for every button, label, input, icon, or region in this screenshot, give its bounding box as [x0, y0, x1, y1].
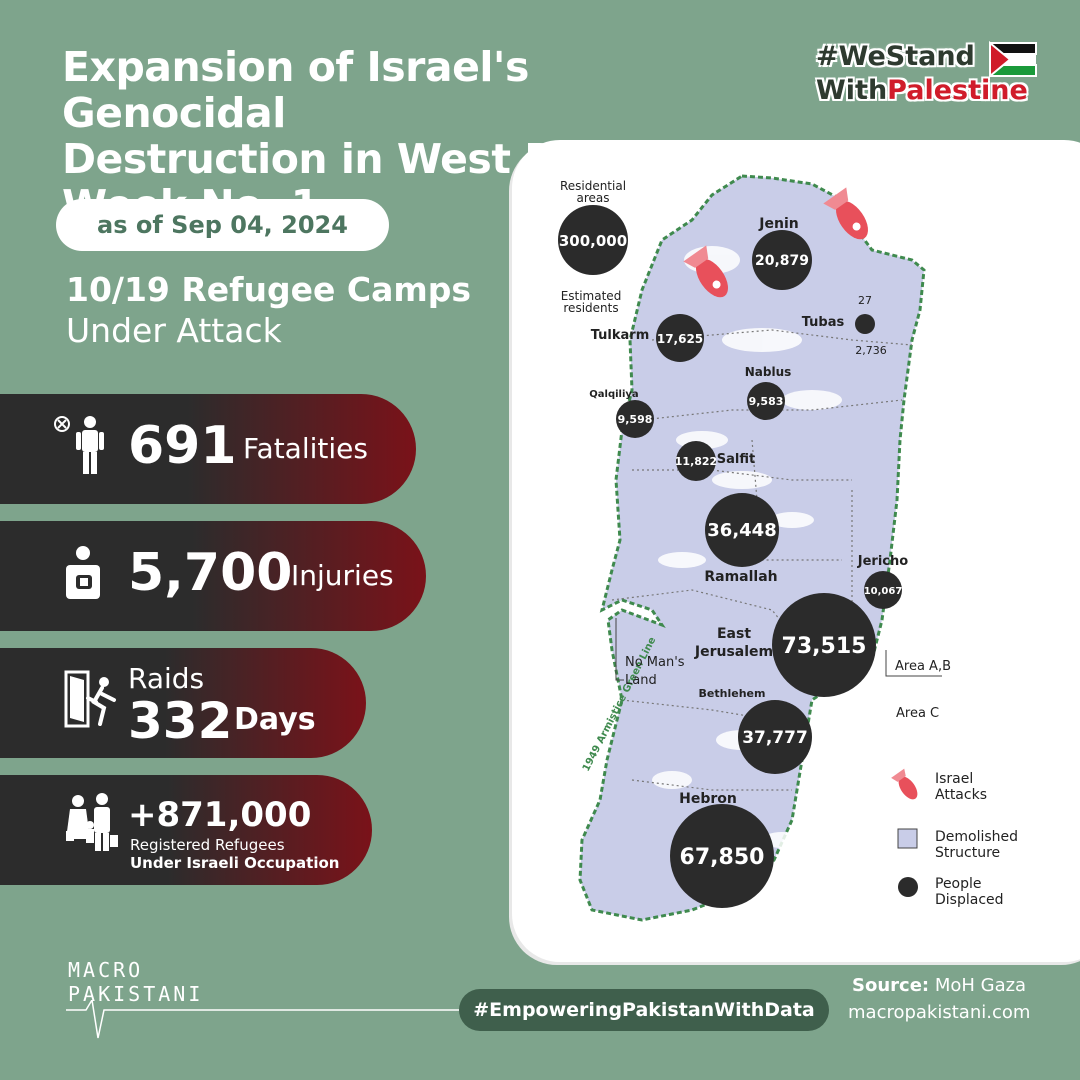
east-jerusalem-circle [772, 593, 876, 697]
fatalities-label: Fatalities [243, 432, 368, 465]
area-ab-label: Area A,B [895, 659, 951, 674]
title-line-1: Expansion of Israel's Genocidal [62, 43, 529, 137]
west-bank-map: 1949 Armistice Green Line Residential ar… [558, 174, 1018, 922]
legend-demolished-2: Structure [935, 845, 1000, 861]
tulkarm-circle [656, 314, 704, 362]
tulkarm-name: Tulkarm [591, 328, 650, 343]
east-jerusalem-value: 73,515 [782, 634, 867, 659]
residential-value: 300,000 [559, 232, 627, 250]
qalqiliya-value: 9,598 [618, 413, 653, 426]
bomb-icon-tulkarm [683, 245, 728, 298]
hashtag-palestine: Palestine [887, 75, 1028, 106]
fatalities-card: 691 Fatalities [0, 394, 416, 504]
injuries-label: Injuries [291, 559, 394, 592]
jenin-name: Jenin [758, 216, 798, 232]
qalqiliya-circle [616, 400, 654, 438]
qalqiliya-name: Qalqiliya [589, 389, 638, 400]
ramallah-value: 36,448 [707, 520, 776, 541]
no-mans-land-2: Land [625, 673, 657, 688]
refugees-card: +871,000 Registered Refugees Under Israe… [0, 775, 372, 885]
raids-card: Raids 332 Days [0, 648, 366, 758]
raids-value: 332 [128, 692, 233, 750]
area-ab-pointer [885, 650, 942, 677]
residential-circle [558, 205, 628, 275]
hashtag-with: With [816, 75, 888, 106]
person-fatality-icon [54, 416, 104, 474]
ramallah-circle [705, 493, 779, 567]
legend-attacks-1: Israel [935, 771, 973, 787]
jericho-name: Jericho [857, 554, 908, 569]
legend-displaced-dot [898, 877, 918, 897]
legend-bomb-icon [891, 768, 918, 800]
jenin-circle [752, 230, 812, 290]
no-mans-land-pointer [615, 618, 624, 681]
tubas-circle [855, 314, 875, 334]
bethlehem-circle [738, 700, 812, 774]
legend-attacks-2: Attacks [935, 787, 987, 803]
residential-label-2: areas [576, 191, 609, 205]
jenin-value: 20,879 [755, 253, 809, 269]
macro-pakistani-logo: MACRO PAKISTANI [68, 958, 203, 1006]
palestine-flag-icon [989, 40, 1037, 79]
hebron-name: Hebron [679, 791, 737, 807]
camps-headline: 10/19 Refugee Camps [66, 270, 472, 309]
refugees-family-icon [66, 793, 118, 851]
residential-label-1: Residential [560, 179, 626, 193]
nablus-value: 9,583 [749, 395, 784, 408]
tubas-name: Tubas [802, 315, 845, 330]
no-mans-land-1: No Man's [625, 655, 685, 670]
salfit-circle [676, 441, 716, 481]
footer-hashtag: #EmpoweringPakistanWithData [459, 989, 829, 1031]
date-pill: as of Sep 04, 2024 [56, 199, 389, 251]
refugees-label-2: Under Israeli Occupation [130, 854, 340, 872]
hashtag-line-1: #WeStand [816, 41, 975, 72]
estimated-label-1: Estimated [561, 289, 622, 303]
estimated-label-2: residents [563, 301, 618, 315]
east-jerusalem-name-2: Jerusalem [694, 644, 773, 660]
jericho-value: 10,067 [864, 586, 903, 597]
refugees-label-1: Registered Refugees [130, 836, 285, 854]
bethlehem-value: 37,777 [742, 728, 808, 748]
area-c-label: Area C [896, 706, 939, 721]
hebron-value: 67,850 [680, 845, 765, 870]
salfit-value: 11,822 [675, 455, 717, 468]
tulkarm-value: 17,625 [657, 332, 703, 346]
nablus-name: Nablus [745, 365, 792, 379]
injuries-card: 5,700 Injuries [0, 521, 426, 631]
tubas-value: 2,736 [855, 344, 887, 357]
logo-line-1: MACRO [68, 958, 144, 982]
refugees-value: +871,000 [128, 795, 312, 835]
bethlehem-name: Bethlehem [699, 687, 766, 700]
injured-person-icon [66, 546, 100, 599]
raids-top-label: Raids [128, 662, 205, 695]
bomb-icon-jenin [823, 187, 868, 240]
raid-door-icon [64, 670, 116, 728]
hebron-circle [670, 804, 774, 908]
site-url: macropakistani.com [848, 1002, 1031, 1023]
source-value: MoH Gaza [929, 975, 1027, 996]
tubas-extra: 27 [858, 294, 872, 307]
source-label: Source: [852, 975, 930, 996]
east-jerusalem-name-1: East [717, 626, 751, 642]
legend-demolished-swatch [897, 828, 918, 849]
legend-displaced-1: People [935, 876, 982, 892]
source-line: Source: MoH Gaza [852, 975, 1026, 996]
hashtag-badge: #WeStand WithPalestine [816, 40, 1036, 108]
logo-heartbeat-line [66, 1000, 466, 1039]
camps-subtitle: Under Attack [66, 311, 282, 350]
fatalities-value: 691 [128, 416, 237, 476]
injuries-value: 5,700 [128, 543, 293, 603]
ramallah-name: Ramallah [704, 569, 777, 585]
legend-displaced-2: Displaced [935, 892, 1004, 908]
jericho-circle [864, 571, 902, 609]
raids-unit-label: Days [234, 702, 316, 737]
nablus-circle [747, 382, 785, 420]
salfit-name: Salfit [717, 452, 755, 467]
legend-demolished-1: Demolished [935, 829, 1018, 845]
